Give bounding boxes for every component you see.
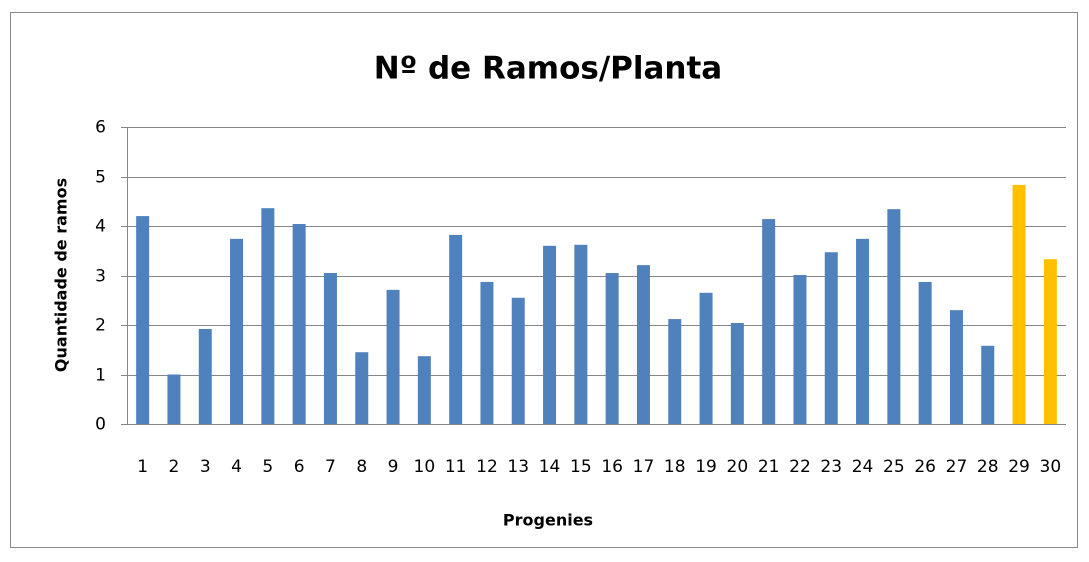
x-axis-label: Progenies bbox=[503, 511, 593, 530]
bar bbox=[167, 374, 181, 424]
x-tick-label: 2 bbox=[169, 457, 180, 477]
bar bbox=[856, 238, 870, 424]
x-tick-label: 7 bbox=[325, 457, 336, 477]
x-tick-label: 29 bbox=[1008, 457, 1030, 477]
x-tick-label: 4 bbox=[231, 457, 242, 477]
bar bbox=[417, 356, 431, 424]
x-tick-label: 9 bbox=[388, 457, 399, 477]
x-tick-label: 20 bbox=[727, 457, 749, 477]
bar bbox=[918, 281, 932, 424]
bar bbox=[949, 310, 963, 424]
bar bbox=[668, 319, 682, 424]
bar bbox=[198, 328, 212, 424]
x-tick-label: 26 bbox=[914, 457, 936, 477]
bar bbox=[605, 273, 619, 424]
x-tick-label: 11 bbox=[445, 457, 467, 477]
x-tick-label: 24 bbox=[852, 457, 874, 477]
bar bbox=[981, 345, 995, 424]
x-tick-label: 5 bbox=[262, 457, 273, 477]
bar bbox=[793, 275, 807, 424]
bar bbox=[730, 323, 744, 424]
x-tick-label: 18 bbox=[664, 457, 686, 477]
bar bbox=[230, 238, 244, 424]
x-tick-label: 23 bbox=[820, 457, 842, 477]
x-tick-label: 10 bbox=[414, 457, 436, 477]
bar bbox=[480, 281, 494, 424]
y-tick-label: 0 bbox=[95, 415, 106, 435]
x-tick-label: 16 bbox=[601, 457, 623, 477]
x-tick-label: 1 bbox=[137, 457, 148, 477]
y-tick-label: 1 bbox=[95, 366, 106, 386]
x-tick-label: 25 bbox=[883, 457, 905, 477]
x-tick-label: 27 bbox=[946, 457, 968, 477]
bar bbox=[511, 297, 525, 424]
bar bbox=[292, 224, 306, 424]
bar bbox=[887, 209, 901, 424]
bar bbox=[1012, 184, 1026, 424]
chart-title: Nº de Ramos/Planta bbox=[374, 51, 722, 87]
x-tick-label: 28 bbox=[977, 457, 999, 477]
bar bbox=[261, 208, 275, 424]
y-tick-label: 6 bbox=[95, 118, 106, 138]
bar bbox=[824, 252, 838, 424]
x-tick-label: 14 bbox=[539, 457, 561, 477]
x-tick-label: 30 bbox=[1040, 457, 1062, 477]
bar bbox=[323, 273, 337, 424]
y-tick-label: 5 bbox=[95, 168, 106, 188]
y-tick-label: 2 bbox=[95, 316, 106, 336]
x-tick-label: 19 bbox=[695, 457, 717, 477]
bar bbox=[543, 245, 557, 424]
x-tick-label: 17 bbox=[633, 457, 655, 477]
x-tick-label: 13 bbox=[507, 457, 529, 477]
bar bbox=[136, 216, 150, 424]
y-tick-label: 4 bbox=[95, 217, 106, 237]
y-axis-label: Quantidade de ramos bbox=[52, 178, 71, 372]
y-tick-label: 3 bbox=[95, 267, 106, 287]
bar bbox=[1043, 259, 1057, 424]
bar bbox=[449, 234, 463, 424]
bar bbox=[574, 244, 588, 424]
x-tick-label: 22 bbox=[789, 457, 811, 477]
bar bbox=[355, 352, 369, 424]
x-tick-label: 21 bbox=[758, 457, 780, 477]
bar bbox=[762, 219, 776, 424]
x-tick-label: 6 bbox=[294, 457, 305, 477]
bar bbox=[636, 265, 650, 424]
x-tick-label: 12 bbox=[476, 457, 498, 477]
bar bbox=[386, 289, 400, 424]
x-tick-label: 15 bbox=[570, 457, 592, 477]
bar bbox=[699, 292, 713, 424]
x-tick-label: 3 bbox=[200, 457, 211, 477]
x-tick-label: 8 bbox=[356, 457, 367, 477]
